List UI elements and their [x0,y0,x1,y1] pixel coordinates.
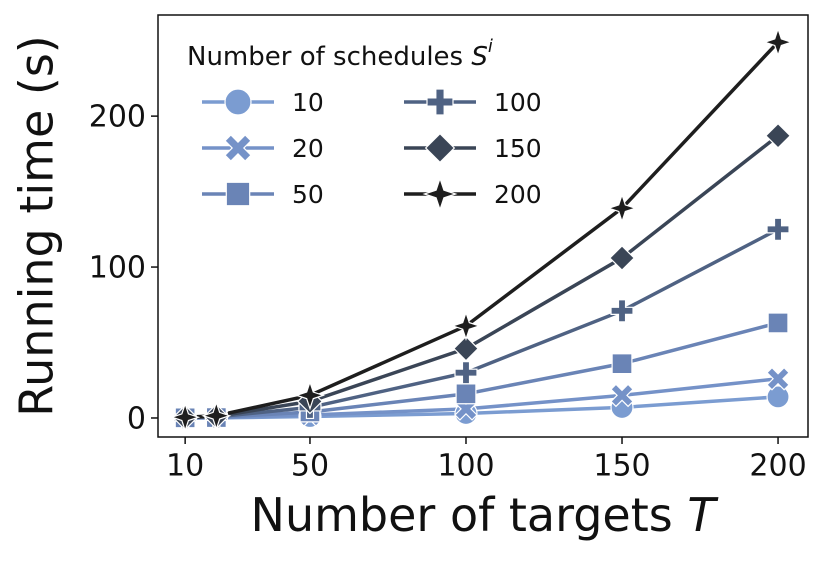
x-tick-label: 150 [593,449,650,484]
x-tick-label: 10 [166,449,204,484]
legend-title: Number of schedules Si [187,36,493,72]
x-tick-label: 200 [749,449,806,484]
marker [455,383,477,405]
y-tick-label: 200 [89,100,146,135]
marker [606,193,638,224]
y-axis-label: Running time (s) [10,35,64,417]
x-tick-label: 100 [437,449,494,484]
marker [767,312,789,334]
marker [610,299,634,323]
legend-label: 200 [494,180,542,209]
marker [765,122,791,149]
legend-marker [225,181,251,207]
marker [611,353,633,375]
legend-marker [426,88,454,116]
marker [450,310,482,342]
marker [762,27,794,58]
legend-marker [422,176,458,212]
series-line [185,40,780,419]
legend-marker [424,132,456,164]
legend-label: 20 [292,134,324,163]
x-axis-label: Number of targets T [251,488,720,542]
marker [766,366,790,391]
marker [201,400,232,431]
legend-title-text: Number of schedules [187,42,463,72]
marker [766,217,790,241]
y-tick-label: 0 [127,401,146,436]
legend-label: 150 [494,134,542,163]
marker [170,402,201,433]
plot-frame [157,14,809,438]
x-axis-label-text: Number of targets [251,488,673,542]
legend-title-superscript: i [488,36,493,57]
legend-marker [224,88,252,116]
marker [766,385,790,409]
legend-marker [224,134,252,162]
marker [454,361,478,385]
marker [609,245,635,271]
x-axis-label-symbol: T [687,488,719,542]
y-tick-label: 100 [89,251,146,286]
legend-label: 50 [292,180,324,209]
x-tick-label: 50 [291,449,329,484]
marker [294,380,326,411]
legend-title-symbol: S [471,42,488,72]
marker [453,335,479,362]
legend-label: 100 [494,88,542,117]
legend-label: 10 [292,88,324,117]
marker [610,383,634,408]
